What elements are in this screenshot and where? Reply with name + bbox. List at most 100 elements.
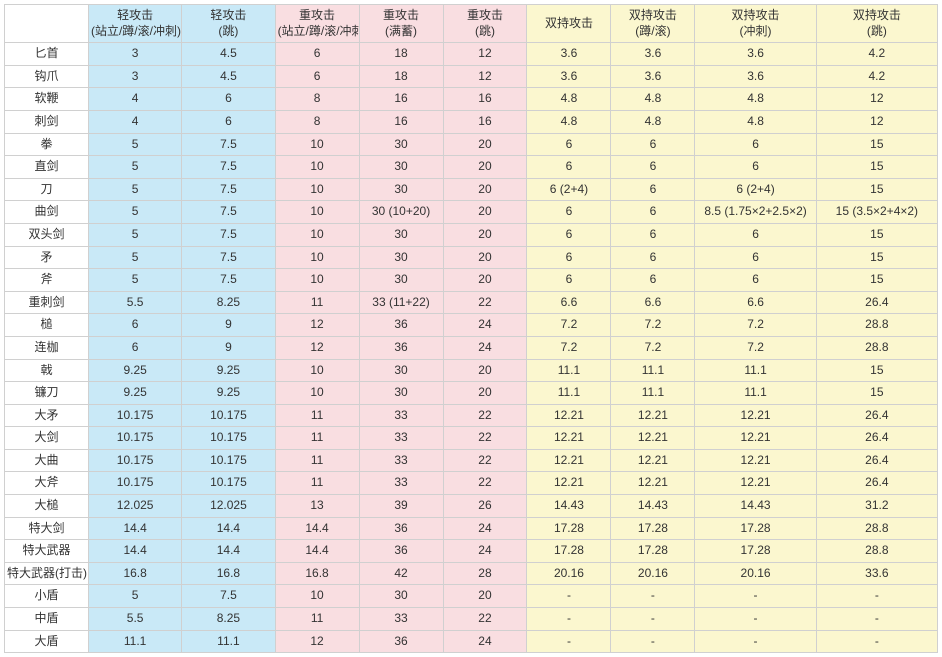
cell-dual-1: 11.1 <box>611 359 695 382</box>
cell-dual-0: 12.21 <box>527 427 611 450</box>
cell-dual-1: 12.21 <box>611 449 695 472</box>
header-heavy-sub2: (满蓄) <box>362 24 441 40</box>
cell-dual-2: 6 <box>695 156 816 179</box>
cell-heavy-1: 30 <box>359 156 443 179</box>
cell-light-0: 6 <box>88 336 181 359</box>
table-row: 大矛10.17510.17511332212.2112.2112.2126.4 <box>5 404 938 427</box>
cell-light-0: 4 <box>88 110 181 133</box>
cell-dual-0: 14.43 <box>527 495 611 518</box>
cell-dual-0: 17.28 <box>527 517 611 540</box>
cell-light-0: 5 <box>88 133 181 156</box>
cell-dual-3: 28.8 <box>816 314 937 337</box>
cell-heavy-1: 30 (10+20) <box>359 201 443 224</box>
table-row: 矛57.510302066615 <box>5 246 938 269</box>
cell-light-0: 10.175 <box>88 404 181 427</box>
cell-heavy-1: 30 <box>359 178 443 201</box>
cell-dual-3: - <box>816 630 937 653</box>
cell-dual-3: 15 <box>816 269 937 292</box>
cell-heavy-2: 20 <box>443 201 527 224</box>
cell-dual-1: 12.21 <box>611 472 695 495</box>
header-blank <box>5 5 89 43</box>
cell-dual-1: 6 <box>611 156 695 179</box>
cell-dual-0: 3.6 <box>527 65 611 88</box>
table-row: 匕首34.5618123.63.63.64.2 <box>5 43 938 66</box>
header-heavy-title2: 重攻击 <box>362 8 441 24</box>
cell-light-1: 14.4 <box>182 540 275 563</box>
cell-light-1: 12.025 <box>182 495 275 518</box>
cell-light-1: 7.5 <box>182 246 275 269</box>
cell-light-0: 4 <box>88 88 181 111</box>
header-dual-sub3: (冲刺) <box>697 24 813 40</box>
table-row: 大斧10.17510.17511332212.2112.2112.2126.4 <box>5 472 938 495</box>
table-row: 特大剑14.414.414.4362417.2817.2817.2828.8 <box>5 517 938 540</box>
header-dual-3: 双持攻击 (冲刺) <box>695 5 816 43</box>
cell-dual-0: 6 <box>527 269 611 292</box>
cell-dual-2: 4.8 <box>695 110 816 133</box>
cell-dual-3: 12 <box>816 110 937 133</box>
cell-dual-0: 6 <box>527 223 611 246</box>
header-light-title2: 轻攻击 <box>184 8 272 24</box>
cell-heavy-0: 10 <box>275 201 359 224</box>
cell-dual-2: 8.5 (1.75×2+2.5×2) <box>695 201 816 224</box>
cell-heavy-2: 22 <box>443 291 527 314</box>
cell-heavy-0: 11 <box>275 427 359 450</box>
cell-light-1: 7.5 <box>182 156 275 179</box>
cell-dual-1: 6 <box>611 178 695 201</box>
cell-dual-1: 6.6 <box>611 291 695 314</box>
cell-heavy-1: 16 <box>359 88 443 111</box>
cell-heavy-1: 33 <box>359 608 443 631</box>
cell-dual-0: 11.1 <box>527 382 611 405</box>
cell-dual-0: 4.8 <box>527 88 611 111</box>
cell-dual-0: 6 <box>527 246 611 269</box>
cell-heavy-0: 11 <box>275 449 359 472</box>
cell-dual-0: 7.2 <box>527 336 611 359</box>
cell-heavy-0: 10 <box>275 178 359 201</box>
cell-dual-1: - <box>611 585 695 608</box>
table-row: 软鞭46816164.84.84.812 <box>5 88 938 111</box>
table-row: 拳57.510302066615 <box>5 133 938 156</box>
cell-light-1: 9 <box>182 336 275 359</box>
cell-light-1: 10.175 <box>182 449 275 472</box>
header-light-sub1: (站立/蹲/滚/冲刺) <box>91 24 179 40</box>
cell-light-1: 6 <box>182 88 275 111</box>
row-name: 矛 <box>5 246 89 269</box>
cell-heavy-0: 10 <box>275 359 359 382</box>
row-name: 拳 <box>5 133 89 156</box>
row-name: 直剑 <box>5 156 89 179</box>
row-name: 刺剑 <box>5 110 89 133</box>
cell-dual-2: 6 (2+4) <box>695 178 816 201</box>
cell-dual-3: 26.4 <box>816 404 937 427</box>
table-body: 匕首34.5618123.63.63.64.2钩爪34.5618123.63.6… <box>5 43 938 653</box>
header-dual-sub4: (跳) <box>819 24 935 40</box>
cell-dual-3: 15 <box>816 156 937 179</box>
cell-heavy-1: 30 <box>359 359 443 382</box>
attack-stats-table: 轻攻击 (站立/蹲/滚/冲刺) 轻攻击 (跳) 重攻击 (站立/蹲/滚/冲刺) … <box>4 4 938 653</box>
cell-light-1: 10.175 <box>182 404 275 427</box>
cell-dual-1: 20.16 <box>611 562 695 585</box>
cell-dual-0: 6 <box>527 201 611 224</box>
row-name: 特大剑 <box>5 517 89 540</box>
cell-dual-3: 15 <box>816 133 937 156</box>
cell-heavy-2: 20 <box>443 178 527 201</box>
cell-dual-1: 3.6 <box>611 43 695 66</box>
cell-light-1: 7.5 <box>182 585 275 608</box>
cell-light-0: 10.175 <box>88 472 181 495</box>
cell-light-1: 8.25 <box>182 608 275 631</box>
cell-light-0: 5 <box>88 156 181 179</box>
cell-dual-1: 14.43 <box>611 495 695 518</box>
row-name: 镰刀 <box>5 382 89 405</box>
cell-dual-3: 28.8 <box>816 336 937 359</box>
cell-heavy-2: 20 <box>443 382 527 405</box>
table-row: 镰刀9.259.2510302011.111.111.115 <box>5 382 938 405</box>
table-row: 重刺剑5.58.251133 (11+22)226.66.66.626.4 <box>5 291 938 314</box>
cell-dual-0: 6 <box>527 133 611 156</box>
row-name: 槌 <box>5 314 89 337</box>
table-row: 刀57.51030206 (2+4)66 (2+4)15 <box>5 178 938 201</box>
cell-dual-1: 11.1 <box>611 382 695 405</box>
cell-dual-1: 7.2 <box>611 314 695 337</box>
row-name: 匕首 <box>5 43 89 66</box>
cell-heavy-1: 16 <box>359 110 443 133</box>
cell-dual-3: 26.4 <box>816 291 937 314</box>
cell-light-1: 7.5 <box>182 178 275 201</box>
cell-heavy-2: 26 <box>443 495 527 518</box>
